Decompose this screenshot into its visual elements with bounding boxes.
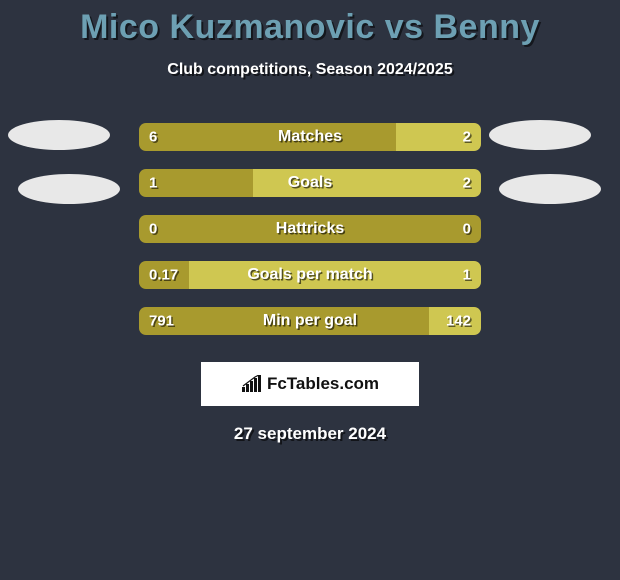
stat-value-right: 0 — [463, 221, 471, 238]
stat-label: Goals per match — [247, 266, 372, 284]
stat-label: Matches — [278, 128, 342, 146]
brand-box: FcTables.com — [201, 362, 419, 406]
stat-value-right: 142 — [446, 313, 471, 330]
stat-bar: 0 0 Hattricks — [139, 215, 481, 243]
brand-text: FcTables.com — [267, 374, 379, 394]
stat-bar: 0.17 1 Goals per match — [139, 261, 481, 289]
stat-row: 1 2 Goals — [0, 160, 620, 206]
stat-value-left: 6 — [149, 129, 157, 146]
page-title: Mico Kuzmanovic vs Benny — [0, 0, 620, 47]
stat-value-right: 1 — [463, 267, 471, 284]
stat-row: 791 142 Min per goal — [0, 298, 620, 344]
stat-label: Goals — [288, 174, 332, 192]
stat-value-right: 2 — [463, 129, 471, 146]
stat-value-right: 2 — [463, 175, 471, 192]
stat-label: Min per goal — [263, 312, 357, 330]
stat-bar-left — [139, 123, 396, 151]
bar-chart-icon — [241, 375, 263, 393]
comparison-chart: 6 2 Matches 1 2 Goals 0 0 Hattricks 0.17 1 Goals pe… — [0, 114, 620, 344]
stat-row: 0.17 1 Goals per match — [0, 252, 620, 298]
stat-value-left: 1 — [149, 175, 157, 192]
stat-label: Hattricks — [276, 220, 344, 238]
stat-value-left: 0.17 — [149, 267, 178, 284]
stat-value-left: 0 — [149, 221, 157, 238]
stat-row: 0 0 Hattricks — [0, 206, 620, 252]
stat-value-left: 791 — [149, 313, 174, 330]
stat-bar: 6 2 Matches — [139, 123, 481, 151]
stat-bar: 791 142 Min per goal — [139, 307, 481, 335]
chart-date: 27 september 2024 — [0, 424, 620, 444]
stat-row: 6 2 Matches — [0, 114, 620, 160]
subtitle: Club competitions, Season 2024/2025 — [0, 61, 620, 79]
stat-bar: 1 2 Goals — [139, 169, 481, 197]
